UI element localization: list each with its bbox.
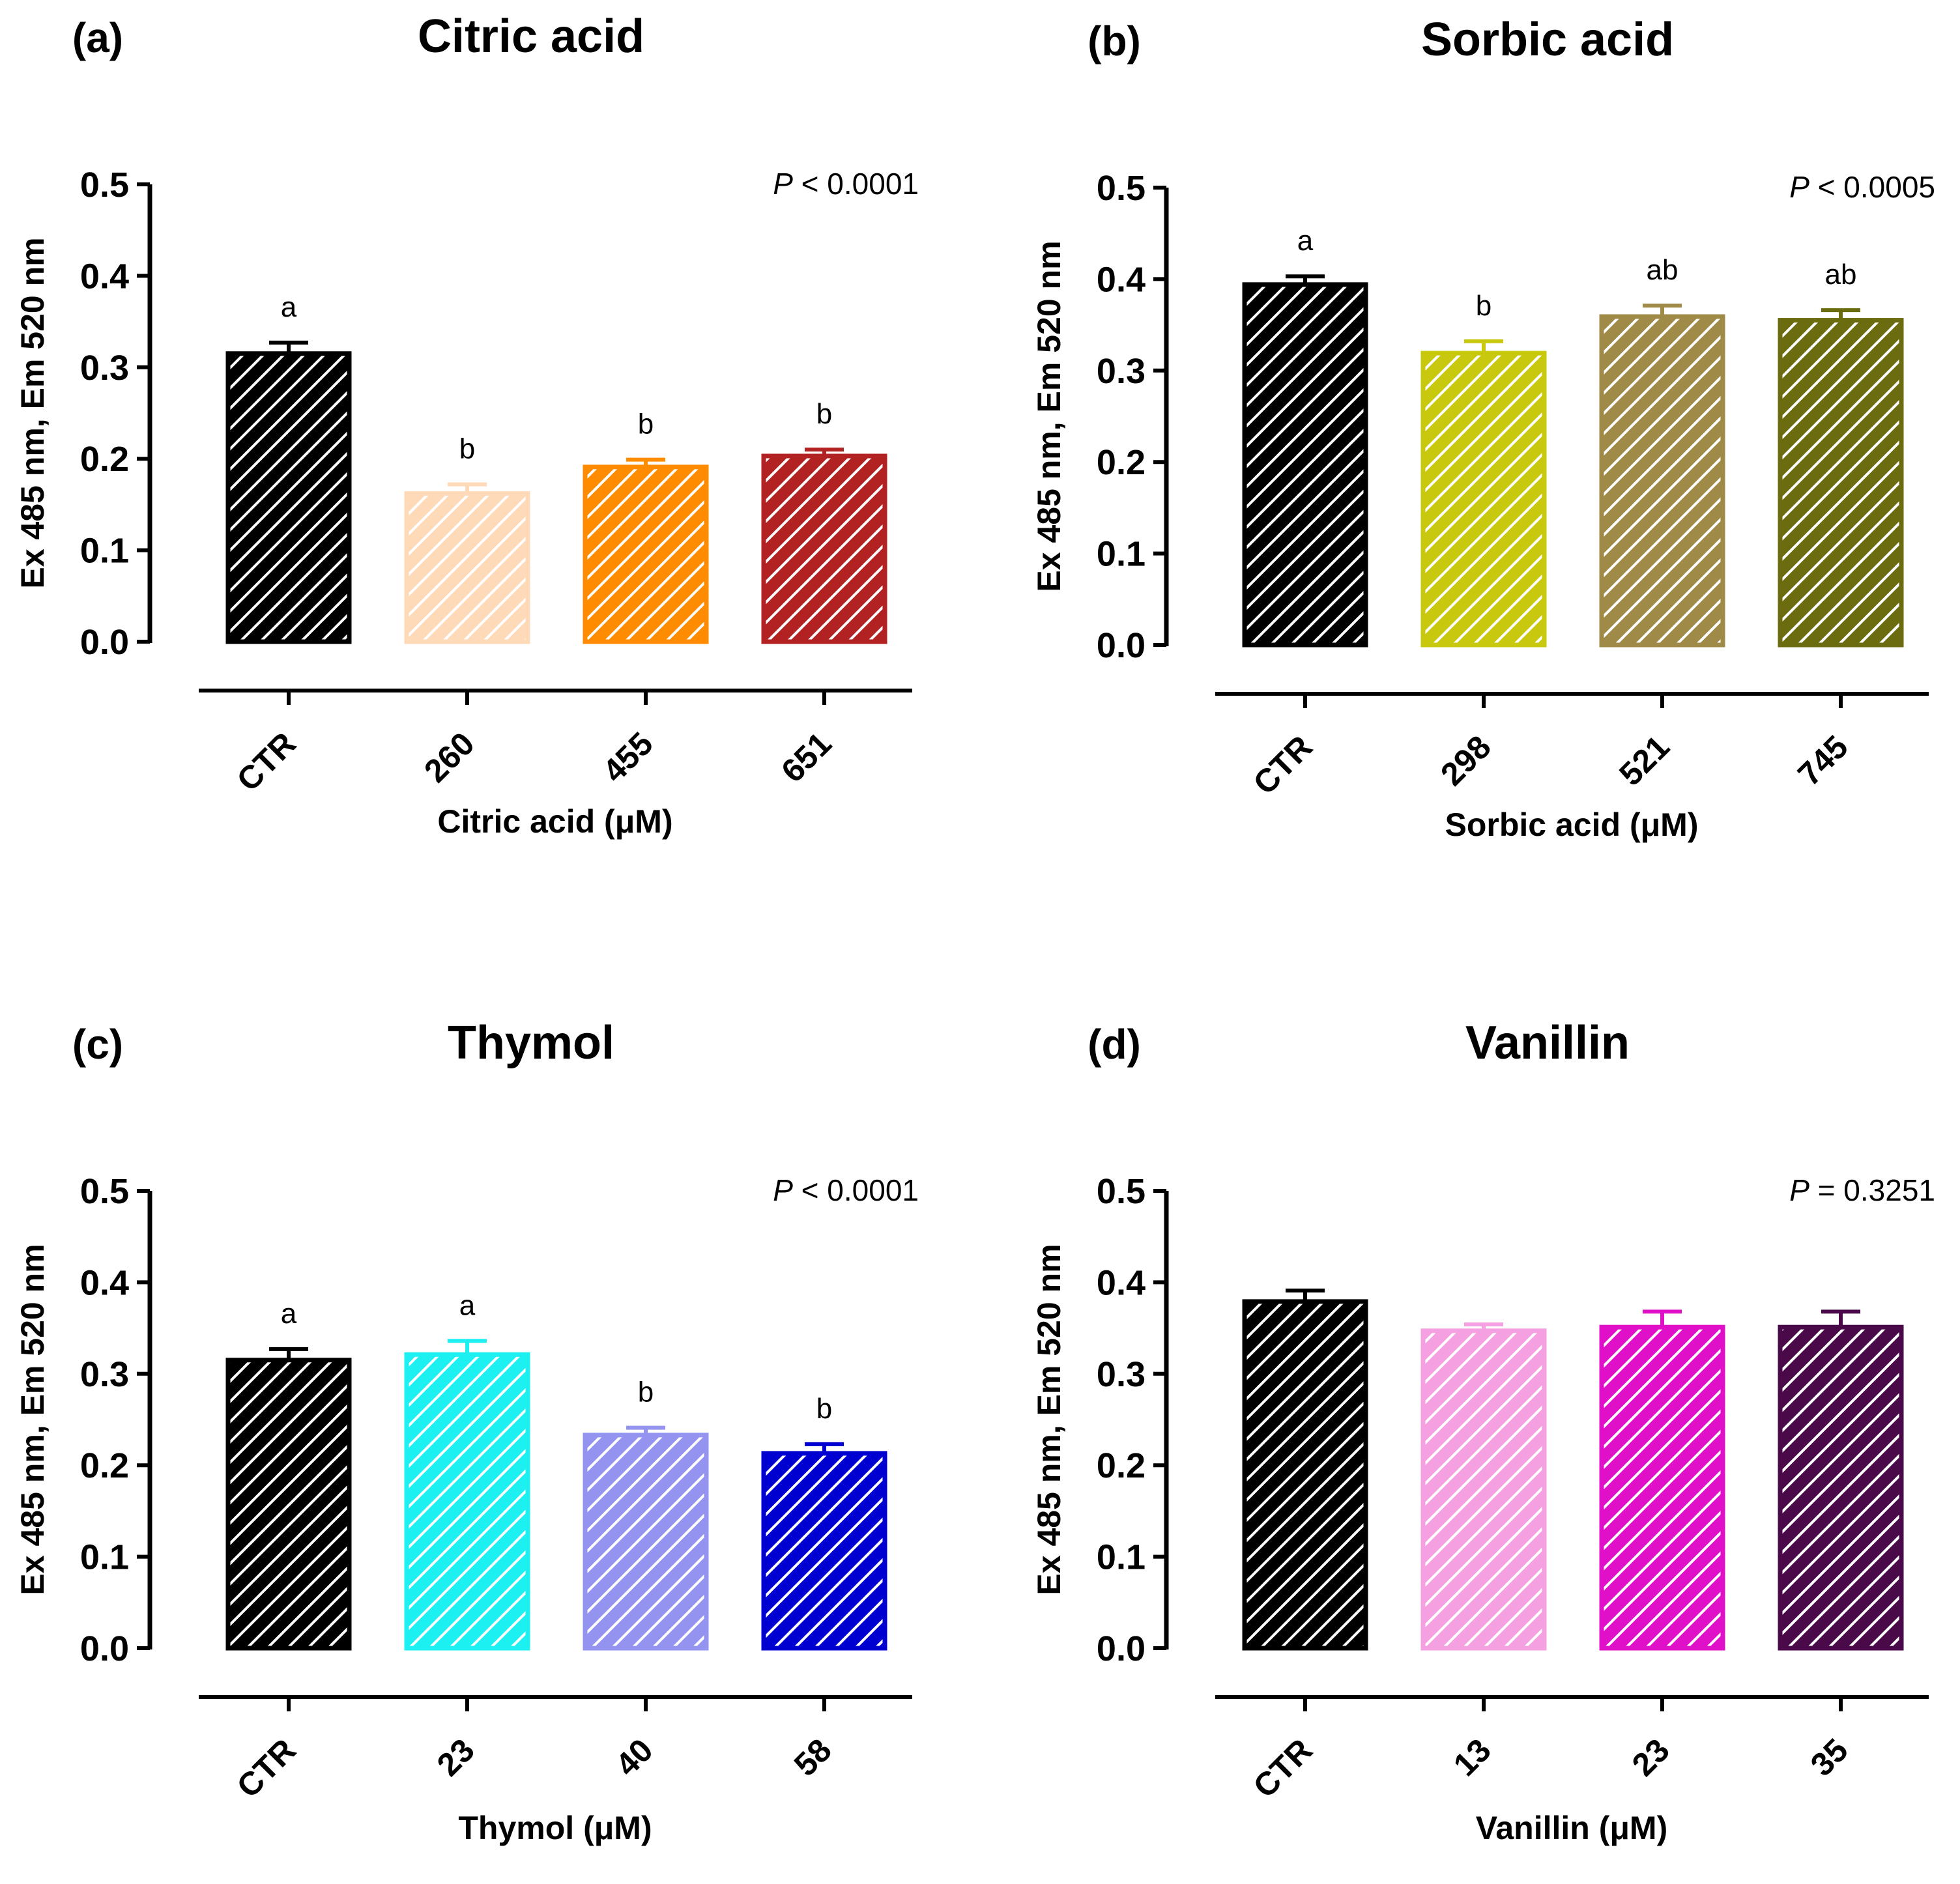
y-tick-label: 0.0 <box>1097 1629 1146 1668</box>
x-tick-label: 40 <box>609 1732 660 1783</box>
bar <box>404 1352 530 1651</box>
y-tick-label: 0.0 <box>1097 626 1146 665</box>
y-tick-label: 0.5 <box>80 1172 129 1211</box>
significance-letter: b <box>816 1393 832 1425</box>
x-tick-label: 260 <box>417 725 482 790</box>
x-tick-label: 298 <box>1434 728 1498 793</box>
y-tick-label: 0.4 <box>1097 260 1146 299</box>
y-tick-label: 0.2 <box>80 440 129 479</box>
x-axis-label: Vanillin (μM) <box>1476 1810 1667 1846</box>
chart-title: Thymol <box>448 1017 614 1069</box>
significance-letter: b <box>638 408 654 440</box>
x-tick-label: CTR <box>1247 728 1319 801</box>
bar <box>583 1433 709 1651</box>
y-axis-label: Ex 485 nm, Em 520 nm <box>1031 240 1067 592</box>
x-tick-label: 455 <box>596 725 660 790</box>
panel-c: (c) Thymol 0.0 0.1 0.2 0.3 0.4 0.5 Ex 485 nm, Em… <box>14 1017 919 1846</box>
y-axis-label: Ex 485 nm, Em 520 nm <box>14 1244 51 1595</box>
y-axis-label: Ex 485 nm, Em 520 nm <box>1031 1244 1067 1595</box>
bar <box>225 1358 352 1651</box>
y-tick-label: 0.1 <box>1097 535 1146 574</box>
x-tick-label: CTR <box>230 1732 303 1805</box>
y-tick-label: 0.1 <box>80 532 129 571</box>
x-tick-label: 35 <box>1804 1732 1855 1783</box>
x-tick-label: 745 <box>1791 728 1855 793</box>
x-axis-label: Sorbic acid (μM) <box>1445 806 1699 843</box>
bar <box>1242 1299 1368 1651</box>
p-value: P < 0.0005 <box>1789 170 1935 204</box>
significance-letter: a <box>459 1289 476 1321</box>
y-tick-label: 0.1 <box>80 1538 129 1577</box>
bar <box>1599 314 1725 648</box>
significance-letter: b <box>459 433 475 465</box>
significance-letter: a <box>281 291 297 323</box>
x-tick-label: 651 <box>774 725 839 790</box>
y-tick-label: 0.3 <box>80 1355 129 1394</box>
y-tick-label: 0.2 <box>80 1446 129 1485</box>
y-tick-label: 0.5 <box>1097 169 1146 208</box>
significance-letter: a <box>1297 225 1314 257</box>
p-value: P = 0.3251 <box>1789 1173 1935 1207</box>
y-tick-label: 0.3 <box>1097 1355 1146 1394</box>
x-tick-label: 58 <box>787 1732 839 1783</box>
bar <box>583 464 709 644</box>
x-tick-label: 23 <box>430 1732 482 1783</box>
bar <box>1420 350 1547 648</box>
panel-label: (c) <box>72 1021 123 1068</box>
bar <box>1778 1324 1904 1651</box>
bar <box>225 351 352 644</box>
x-tick-label: 521 <box>1612 728 1677 793</box>
bar <box>1242 282 1368 648</box>
panel-label: (b) <box>1088 18 1141 64</box>
y-tick-label: 0.4 <box>80 257 129 296</box>
y-tick-label: 0.4 <box>1097 1263 1146 1302</box>
panel-label: (d) <box>1088 1021 1141 1068</box>
y-tick-label: 0.0 <box>80 1629 129 1668</box>
x-axis-label: Thymol (μM) <box>458 1810 652 1846</box>
bar <box>761 453 887 644</box>
y-tick-label: 0.3 <box>1097 352 1146 391</box>
y-tick-label: 0.4 <box>80 1263 129 1302</box>
bar <box>1778 318 1904 648</box>
panel-d: (d) Vanillin 0.0 0.1 0.2 0.3 0.4 0.5 Ex 485 nm, … <box>1031 1017 1935 1846</box>
x-tick-label: 23 <box>1625 1732 1677 1783</box>
significance-letter: ab <box>1647 254 1679 286</box>
significance-letter: b <box>1476 290 1492 322</box>
y-tick-label: 0.2 <box>1097 443 1146 482</box>
bar <box>1420 1328 1547 1651</box>
p-value: P < 0.0001 <box>773 1173 919 1207</box>
y-axis-label: Ex 485 nm, Em 520 nm <box>14 237 51 588</box>
chart-title: Citric acid <box>418 10 644 63</box>
bar <box>761 1451 887 1651</box>
y-tick-label: 0.5 <box>80 165 129 205</box>
x-tick-label: 13 <box>1447 1732 1498 1783</box>
x-tick-label: CTR <box>1247 1732 1319 1805</box>
chart-title: Sorbic acid <box>1421 14 1674 66</box>
bar <box>404 491 530 644</box>
x-tick-label: CTR <box>230 725 303 798</box>
x-axis-label: Citric acid (μM) <box>437 803 672 840</box>
bar <box>1599 1324 1725 1651</box>
y-tick-label: 0.2 <box>1097 1446 1146 1485</box>
significance-letter: a <box>281 1298 297 1330</box>
y-tick-label: 0.3 <box>80 349 129 388</box>
p-value: P < 0.0001 <box>773 167 919 201</box>
y-tick-label: 0.1 <box>1097 1538 1146 1577</box>
panel-label: (a) <box>72 14 123 61</box>
panel-a: (a) Citric acid 0.0 0.1 0.2 0.3 0.4 0.5 Ex 485 n… <box>14 10 919 840</box>
panel-b: (b) Sorbic acid 0.0 0.1 0.2 0.3 0.4 0.5 Ex 485 n… <box>1031 14 1935 843</box>
y-tick-label: 0.0 <box>80 623 129 662</box>
y-tick-label: 0.5 <box>1097 1172 1146 1211</box>
chart-title: Vanillin <box>1465 1017 1630 1069</box>
significance-letter: ab <box>1825 259 1857 291</box>
significance-letter: b <box>638 1377 654 1408</box>
significance-letter: b <box>816 398 832 430</box>
